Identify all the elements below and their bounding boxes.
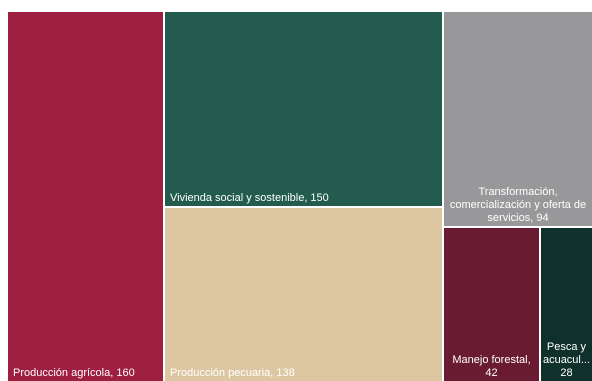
tile-pesca-acuacultura-label: Pesca y acuacul... 28: [541, 341, 592, 380]
label-line: Pesca y: [546, 341, 587, 353]
tile-vivienda-social: Vivienda social y sostenible, 150: [165, 12, 442, 206]
label-line: 42: [485, 367, 498, 379]
tile-produccion-pecuaria-label: Producción pecuaria, 138: [170, 367, 295, 379]
tile-transformacion-label: Transformación, comercialización y oferta…: [444, 186, 592, 225]
tile-produccion-agricola: Producción agrícola, 160: [8, 12, 163, 381]
tile-manejo-forestal: Manejo forestal, 42: [444, 228, 539, 381]
tile-produccion-agricola-label: Producción agrícola, 160: [13, 367, 135, 379]
label-line: comercialización y oferta de: [449, 199, 587, 211]
tile-produccion-pecuaria: Producción pecuaria, 138: [165, 208, 442, 381]
tile-transformacion: Transformación, comercialización y oferta…: [444, 12, 592, 226]
label-line: acuacul...: [542, 354, 591, 366]
tile-pesca-acuacultura: Pesca y acuacul... 28: [541, 228, 592, 381]
tile-manejo-forestal-label: Manejo forestal, 42: [444, 354, 539, 380]
tile-vivienda-social-label: Vivienda social y sostenible, 150: [170, 192, 329, 204]
label-line: Manejo forestal,: [452, 354, 531, 366]
label-line: servicios, 94: [487, 212, 549, 224]
label-line: Transformación,: [478, 186, 558, 198]
label-line: 28: [560, 367, 573, 379]
treemap-chart: Producción agrícola, 160 Vivienda social …: [8, 12, 592, 381]
